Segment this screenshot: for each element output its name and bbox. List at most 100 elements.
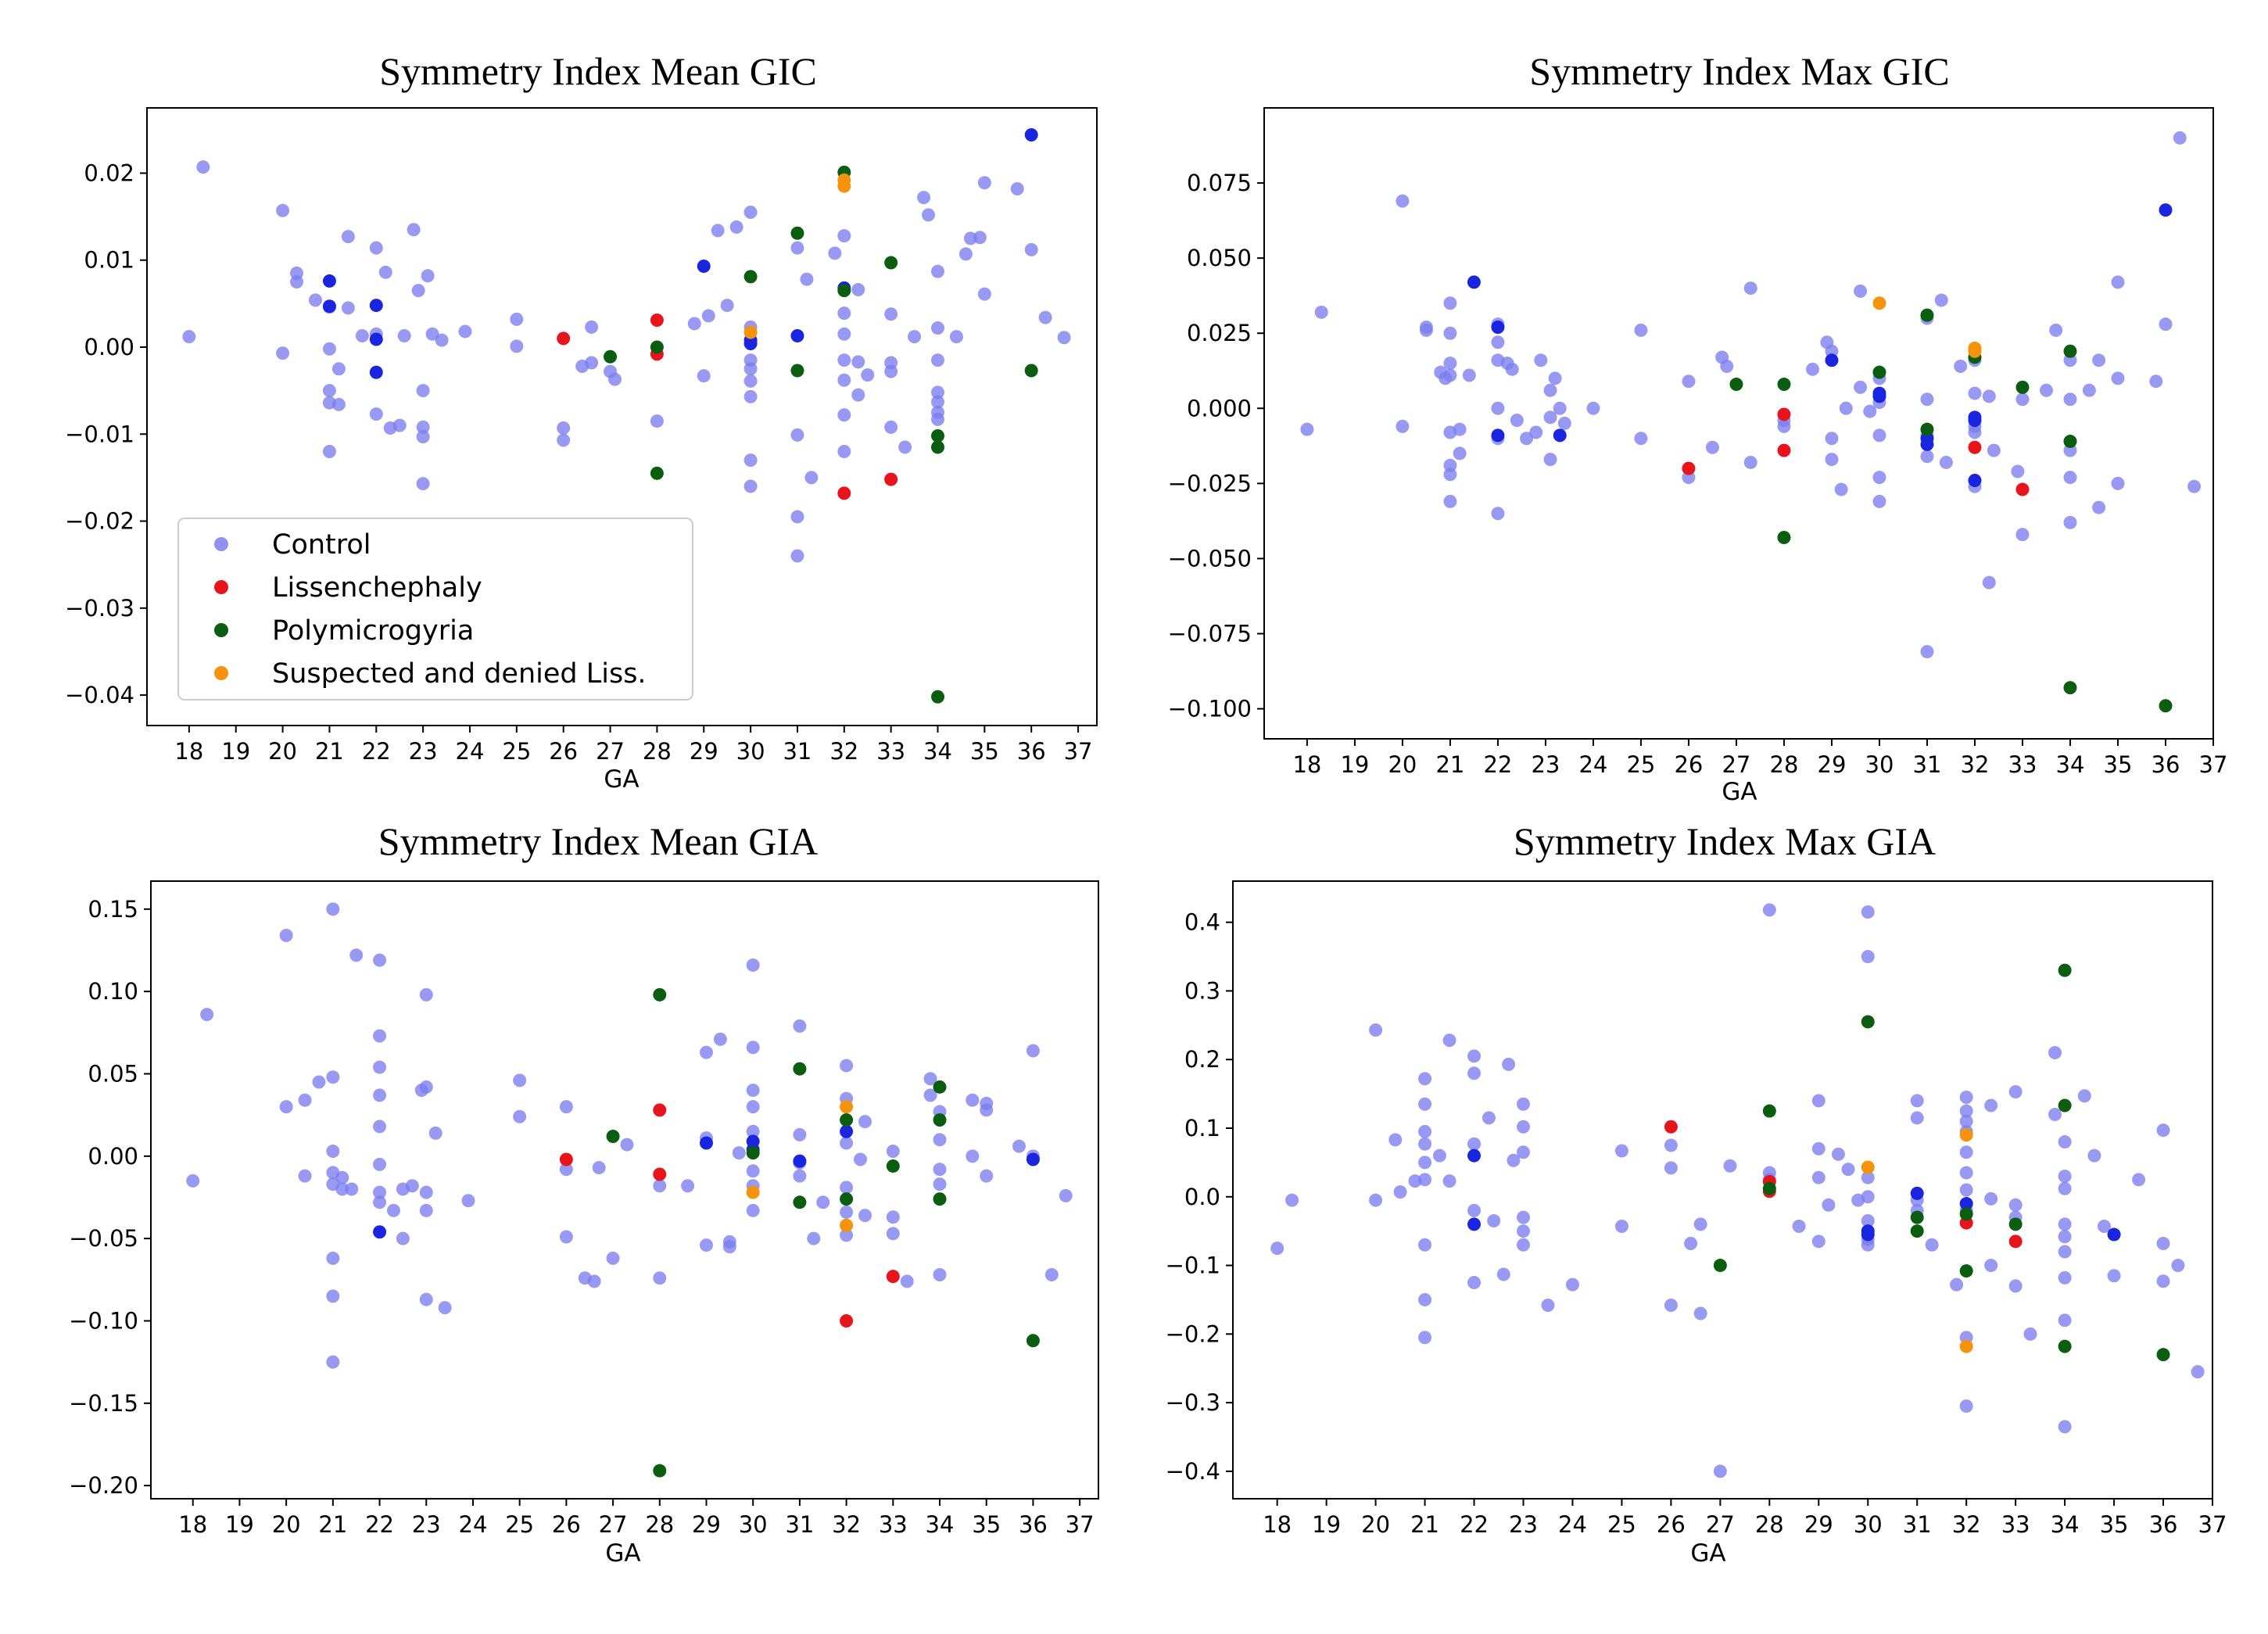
data-point-control <box>1811 1094 1826 1108</box>
data-point-control <box>1057 331 1071 345</box>
x-tick-label: 33 <box>2008 751 2037 778</box>
data-point-control <box>1792 1220 1806 1234</box>
data-point-control <box>1543 383 1557 397</box>
x-axis-label: GA <box>605 1539 640 1568</box>
data-point-control <box>1984 1191 1998 1206</box>
data-point-control <box>1467 1217 1482 1231</box>
data-point-control <box>1720 359 1734 373</box>
data-point-control <box>369 332 383 346</box>
data-point-control <box>923 1088 937 1102</box>
data-point-control <box>2008 1198 2023 1212</box>
data-point-control <box>1954 359 1968 373</box>
x-tick-label: 25 <box>502 738 531 765</box>
data-point-polymicrogyria <box>2063 344 2077 358</box>
data-point-control <box>1968 414 1982 428</box>
x-tick-label: 20 <box>1388 751 1417 778</box>
data-point-polymicrogyria <box>1872 365 1886 379</box>
y-tick-label: 0.000 <box>1187 395 1252 421</box>
data-point-control <box>2191 1365 2205 1379</box>
data-point-control <box>369 407 383 421</box>
data-point-control <box>1968 425 1982 439</box>
y-tick-label: −0.15 <box>69 1390 138 1417</box>
data-point-lissenchephaly <box>2008 1234 2023 1249</box>
data-point-control <box>653 1179 667 1193</box>
data-point-control <box>331 397 346 411</box>
data-point-control <box>428 1126 442 1140</box>
data-point-control <box>2092 353 2106 367</box>
data-point-control <box>1529 425 1543 439</box>
x-tick-label: 34 <box>926 1511 955 1538</box>
data-point-control <box>1910 1094 1924 1108</box>
data-point-control <box>1010 181 1024 195</box>
y-tick-label: −0.050 <box>1168 545 1252 572</box>
data-point-control <box>722 1234 736 1249</box>
x-tick-label: 37 <box>1066 1511 1095 1538</box>
data-point-control <box>276 346 290 360</box>
data-point-lissenchephaly <box>840 1313 854 1328</box>
data-point-control <box>290 275 304 289</box>
data-point-control <box>1516 1224 1530 1238</box>
data-point-control <box>861 368 875 382</box>
x-tick-label: 20 <box>272 1511 301 1538</box>
x-tick-label: 21 <box>318 1511 347 1538</box>
data-point-control <box>557 421 571 435</box>
data-point-control <box>1925 1238 1939 1252</box>
y-tick-label: 0.2 <box>1184 1046 1220 1073</box>
data-point-control <box>407 223 421 237</box>
data-point-control <box>2107 1269 2121 1283</box>
data-point-control <box>1408 1174 1422 1188</box>
x-axis-label: GA <box>1690 1539 1725 1568</box>
data-point-control <box>884 364 898 378</box>
data-point-control <box>1920 450 1934 464</box>
x-tick-label: 22 <box>362 738 391 765</box>
data-point-control <box>2008 1279 2023 1293</box>
data-point-control <box>2159 317 2173 331</box>
data-point-control <box>1861 905 1875 919</box>
data-point-control <box>312 1075 326 1089</box>
data-point-control <box>458 324 472 339</box>
data-point-control <box>1854 284 1868 298</box>
data-point-control <box>1467 1203 1482 1217</box>
data-point-control <box>1806 362 1820 376</box>
data-point-control <box>1443 468 1457 482</box>
data-point-lissenchephaly <box>1664 1120 1678 1134</box>
data-point-control <box>2111 275 2125 289</box>
data-point-control <box>1861 950 1875 964</box>
data-point-control <box>973 231 987 245</box>
data-point-control <box>196 160 210 174</box>
data-point-suspected <box>840 1100 854 1114</box>
data-point-control <box>931 264 945 278</box>
data-point-polymicrogyria <box>840 1192 854 1206</box>
data-point-control <box>1467 1049 1482 1063</box>
data-point-control <box>1418 1292 1432 1306</box>
data-point-control <box>1586 401 1600 415</box>
data-point-control <box>746 1164 760 1178</box>
data-point-control <box>1950 1277 1964 1292</box>
data-point-polymicrogyria <box>790 226 804 240</box>
data-point-control <box>1861 1190 1875 1204</box>
x-tick-label: 20 <box>1361 1511 1390 1538</box>
x-tick-label: 30 <box>739 1511 768 1538</box>
data-point-control <box>513 1073 527 1088</box>
data-point-control <box>421 269 435 283</box>
data-point-control <box>729 220 743 234</box>
data-point-control <box>276 203 290 217</box>
data-point-lissenchephaly <box>2015 482 2030 496</box>
x-tick-label: 32 <box>829 738 858 765</box>
data-point-control <box>1270 1242 1284 1256</box>
data-point-control <box>1959 1114 1973 1128</box>
data-point-control <box>373 1060 387 1074</box>
data-point-polymicrogyria <box>2058 963 2072 977</box>
data-point-control <box>1920 645 1934 659</box>
data-point-control <box>1543 410 1557 425</box>
data-point-control <box>2039 383 2053 397</box>
data-point-control <box>1684 1236 1698 1250</box>
data-point-control <box>608 372 622 386</box>
data-point-control <box>840 1181 854 1195</box>
data-point-control <box>1872 428 1886 443</box>
data-point-control <box>1553 428 1567 443</box>
x-tick-label: 34 <box>2051 1511 2080 1538</box>
data-point-control <box>790 329 804 343</box>
data-point-control <box>1396 194 1410 208</box>
data-point-control <box>587 1274 601 1288</box>
